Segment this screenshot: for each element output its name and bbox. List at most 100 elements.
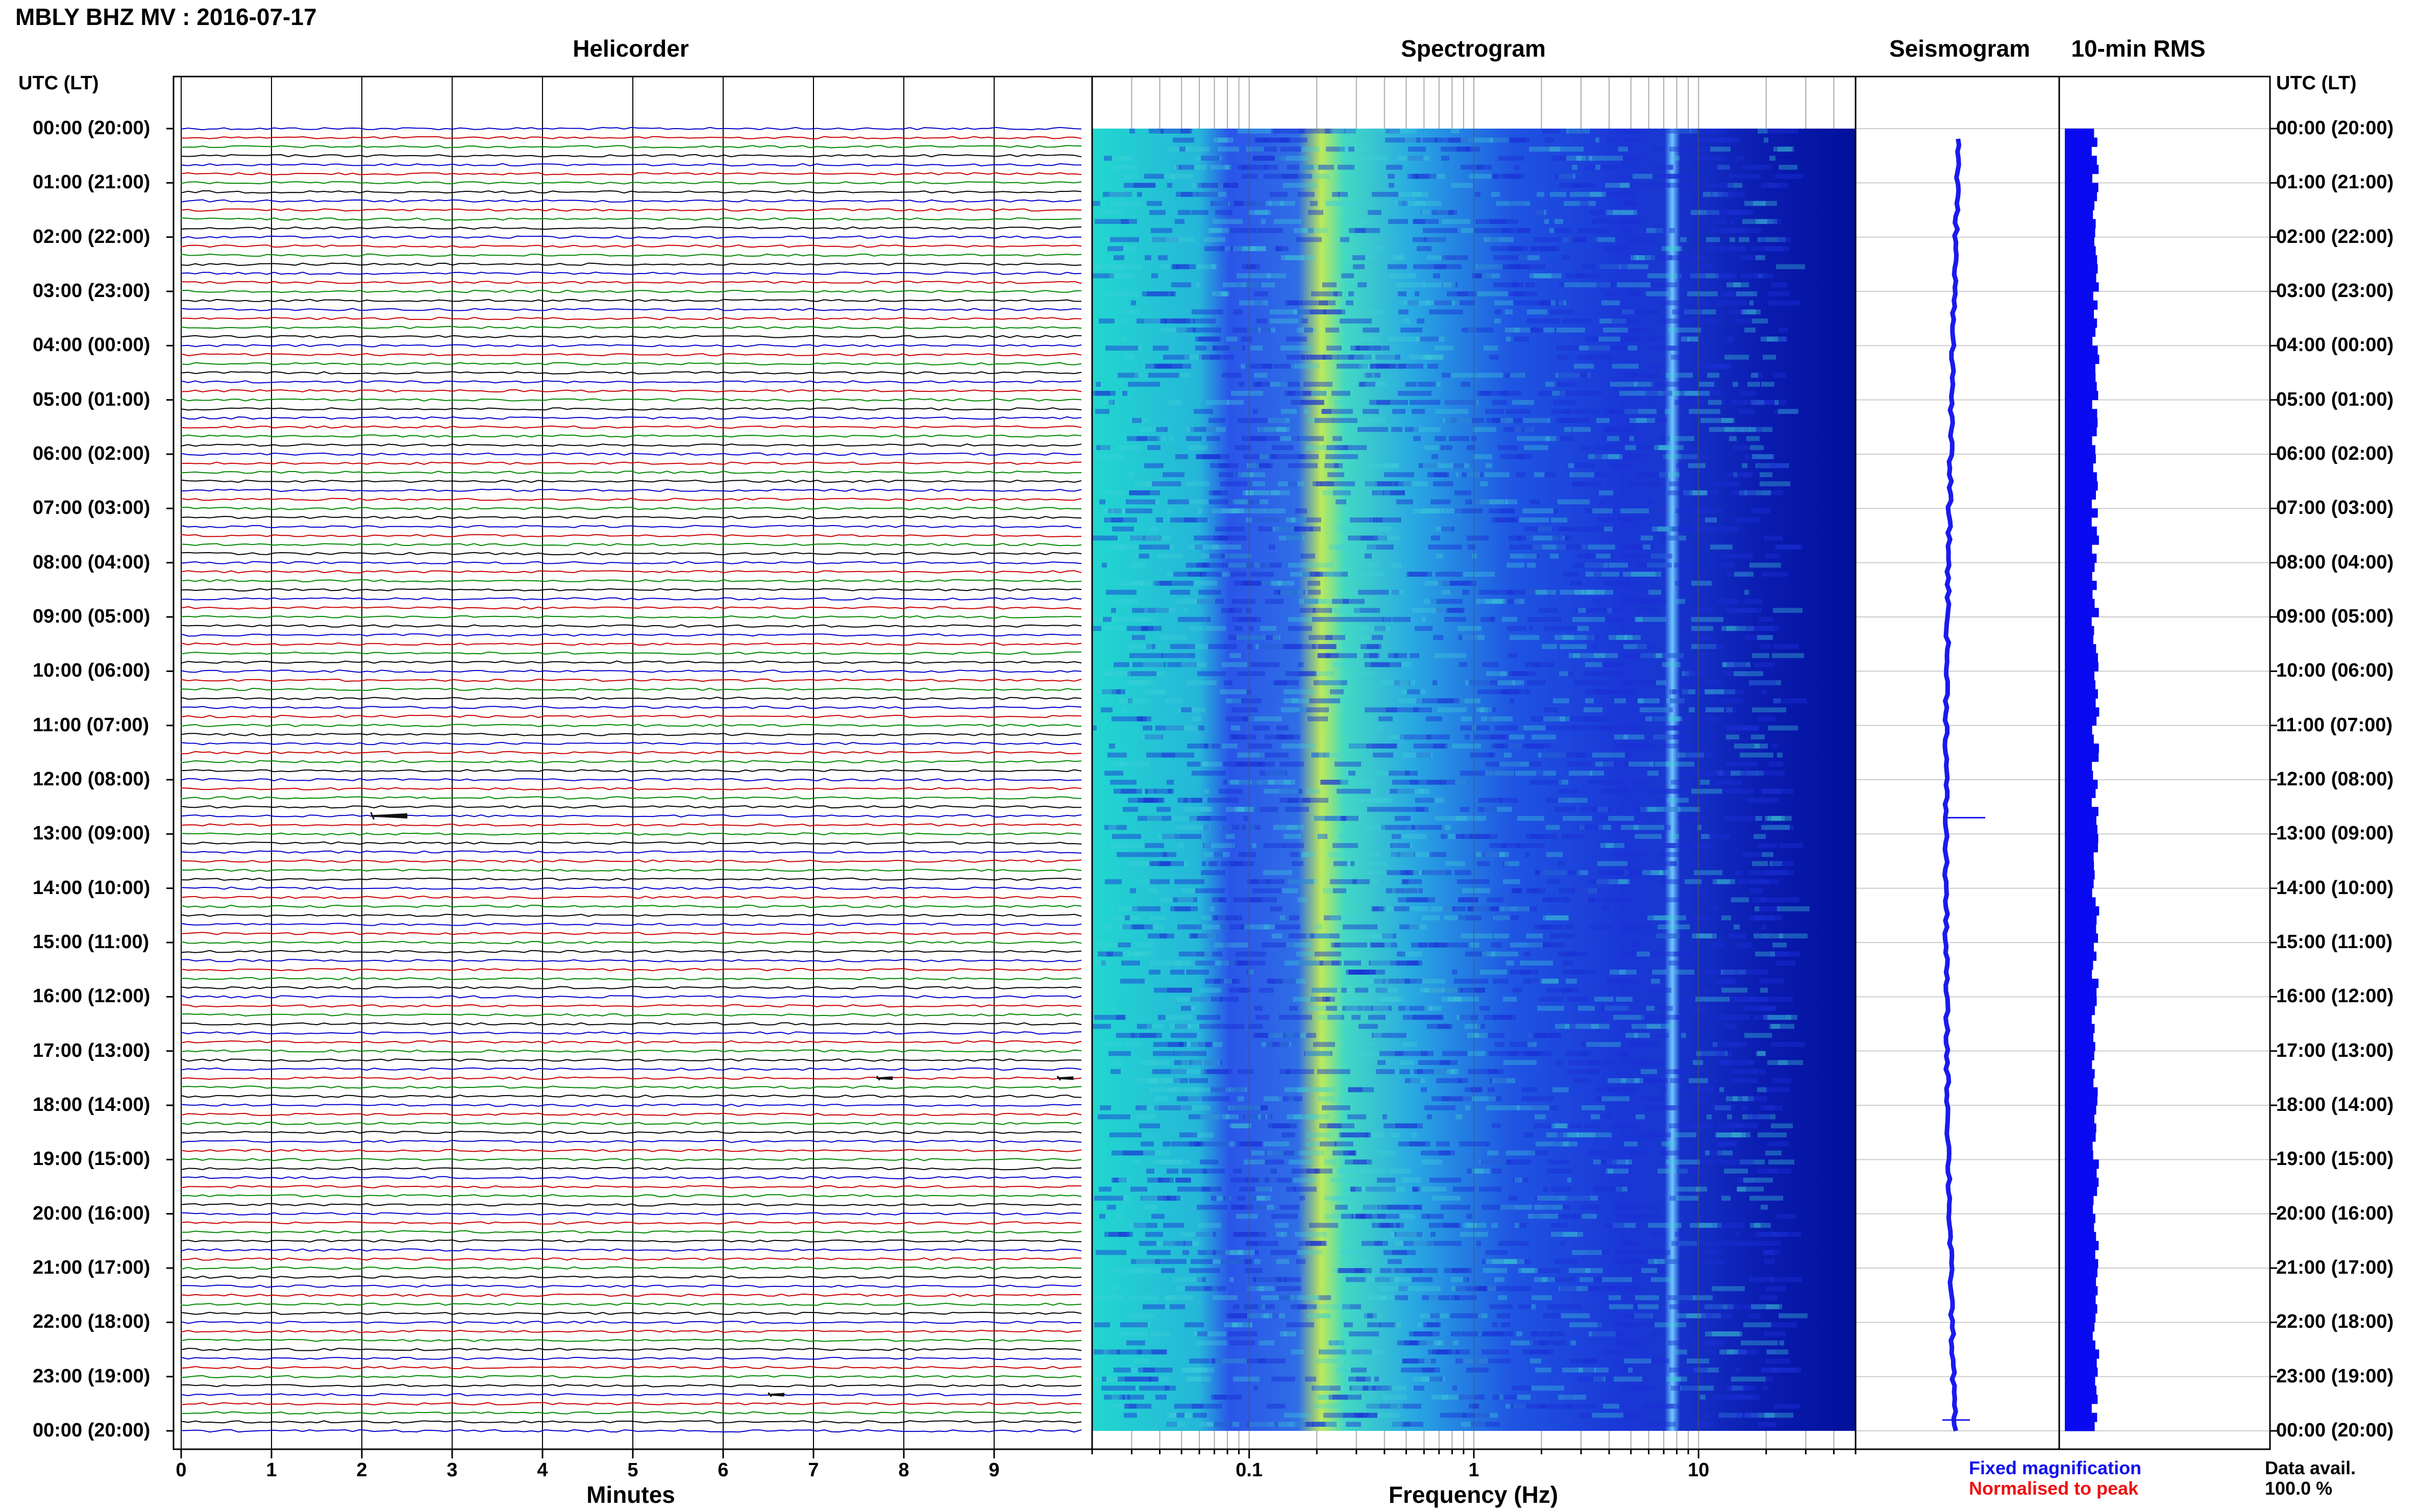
spectrogram-cell — [1427, 1322, 1441, 1327]
spectrogram-cell — [1195, 544, 1203, 550]
spectrogram-cell — [1601, 1096, 1630, 1101]
spectrogram-cell — [1365, 1006, 1392, 1011]
spectrogram-cell — [1364, 373, 1380, 378]
spectrogram-cell — [1176, 825, 1210, 830]
spectrogram-cell — [1734, 743, 1768, 749]
spectrogram-cell — [1667, 716, 1682, 722]
spectrogram-cell — [1595, 1087, 1627, 1093]
spectrogram-cell — [1504, 1259, 1517, 1264]
spectrogram-cell — [1422, 870, 1451, 875]
helicorder-trace — [181, 344, 1082, 348]
spectrogram-cell — [1115, 752, 1127, 758]
spectrogram-cell — [1191, 933, 1217, 938]
spectrogram-cell — [1444, 617, 1466, 622]
helicorder-trace — [181, 1049, 1082, 1053]
spectrogram-cell — [1769, 1277, 1802, 1282]
spectrogram-cell — [1758, 1051, 1765, 1056]
spectrogram-cell — [1151, 852, 1167, 857]
spectrogram-cell — [1192, 309, 1223, 315]
spectrogram-cell — [1591, 1114, 1600, 1120]
spectrogram-cell — [1732, 490, 1756, 495]
spectrogram-cell — [1348, 888, 1362, 894]
spectrogram-cell — [1721, 987, 1747, 993]
spectrogram-cell — [1119, 1232, 1127, 1237]
spectrogram-cell — [1116, 689, 1125, 695]
spectrogram-cell — [1519, 517, 1549, 523]
spectrogram-cell — [1553, 400, 1576, 405]
spectrogram-cell — [1412, 1277, 1433, 1282]
spectrogram-cell — [1616, 997, 1633, 1002]
spectrogram-cell — [1092, 725, 1097, 731]
spectrogram-cell — [1304, 1051, 1332, 1056]
spectrogram-cell — [1588, 1150, 1609, 1156]
spectrogram-cell — [1535, 870, 1543, 875]
spectrogram-cell — [1223, 282, 1246, 287]
spectrogram-cell — [1108, 825, 1117, 830]
spectrogram-cell — [1756, 255, 1765, 260]
spectrogram-cell — [1461, 1422, 1485, 1427]
spectrogram-cell — [1591, 644, 1598, 649]
spectrogram-cell — [1279, 1204, 1299, 1210]
spectrogram-cell — [1691, 508, 1722, 513]
helicorder-trace — [181, 1429, 1082, 1433]
spectrogram-cell — [1136, 1078, 1158, 1083]
spectrogram-cell — [1374, 978, 1399, 984]
spectrogram-cell — [1100, 1105, 1111, 1110]
spectrogram-cell — [1687, 861, 1702, 866]
spectrogram-cell — [1758, 273, 1763, 279]
spectrogram-cell — [1572, 653, 1600, 658]
spectrogram-cell — [1554, 173, 1573, 179]
spectrogram-cell — [1238, 617, 1256, 622]
spectrogram-cell — [1201, 156, 1220, 161]
spectrogram-cell — [1744, 201, 1764, 206]
spectrogram-cell — [1565, 1051, 1592, 1056]
spectrogram-cell — [1702, 834, 1731, 839]
spectrogram-cell — [1537, 1006, 1564, 1011]
spectrogram-cell — [1127, 671, 1156, 676]
spectrogram-cell — [1347, 1114, 1366, 1120]
legend-normalised-to-peak: Normalised to peak — [1969, 1478, 2139, 1499]
spectrogram-cell — [1192, 1403, 1217, 1409]
spectrogram-cell — [1378, 644, 1385, 649]
spectrogram-cell — [1495, 309, 1501, 315]
spectrogram-cell — [1327, 1123, 1354, 1129]
spectrogram-cell — [1183, 1367, 1214, 1373]
spectrogram-cell — [1210, 553, 1230, 559]
spectrogram-cell — [1535, 662, 1540, 667]
spectrogram-cell — [1128, 798, 1163, 803]
spectrogram-cell — [1495, 725, 1523, 731]
spectrogram-cell — [1668, 345, 1686, 351]
spectrogram-cell — [1609, 562, 1628, 568]
spectrogram-cell — [1415, 798, 1435, 803]
spectrogram-cell — [1372, 1223, 1400, 1228]
spectrogram-cell — [1562, 834, 1584, 839]
spectrogram-cell — [1146, 535, 1171, 541]
spectrogram-cell — [1207, 228, 1222, 233]
spectrogram-cell — [1669, 689, 1676, 695]
spectrogram-cell — [1232, 1204, 1246, 1210]
spectrogram-cell — [1273, 680, 1299, 685]
spectrogram-cell — [1635, 1042, 1659, 1047]
spectrogram-cell — [1463, 1412, 1490, 1418]
spectrogram-cell — [1771, 951, 1788, 957]
spectrogram-cell — [1256, 463, 1271, 468]
spectrogram-cell — [1424, 1105, 1455, 1110]
spectrogram-cell — [1231, 734, 1246, 740]
spectrogram-cell — [1192, 183, 1223, 188]
spectrogram-cell — [1306, 1422, 1325, 1427]
spectrogram-cell — [1281, 888, 1298, 894]
spectrogram-cell — [1707, 373, 1719, 378]
spectrogram-cell — [1477, 390, 1508, 396]
spectrogram-cell — [1529, 327, 1540, 333]
spectrogram-cell — [1377, 1177, 1395, 1183]
spectrogram-cell — [1642, 870, 1663, 875]
spectrogram-cell — [1621, 1241, 1641, 1246]
spectrogram-cell — [1287, 355, 1305, 360]
spectrogram-cell — [1102, 689, 1121, 695]
spectrogram-cell — [1168, 788, 1174, 794]
spectrogram-cell — [1548, 1159, 1569, 1164]
spectrogram-cell — [1328, 1395, 1362, 1400]
spectrogram-cell — [1374, 1033, 1381, 1038]
spectrogram-cell — [1551, 1232, 1583, 1237]
spectrogram-cell — [1537, 943, 1565, 948]
